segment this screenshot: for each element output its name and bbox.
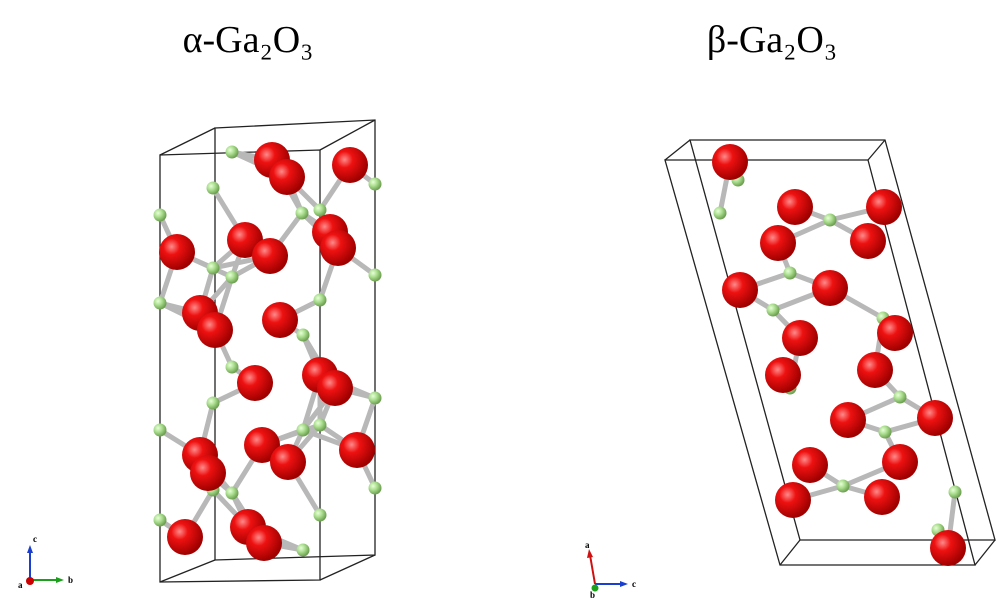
axis-label: c — [632, 579, 636, 589]
axis-label: a — [585, 540, 590, 550]
o-atom — [812, 270, 848, 306]
ga-atom — [837, 480, 850, 493]
o-atom — [882, 444, 918, 480]
panel-title: α-Ga₂O₃ — [183, 19, 314, 61]
unit-cell — [160, 120, 375, 582]
ga-atom — [369, 392, 382, 405]
o-atom — [760, 225, 796, 261]
o-atom — [722, 272, 758, 308]
ga-atom — [154, 514, 167, 527]
o-atom — [159, 234, 195, 270]
o-atom — [857, 352, 893, 388]
ga-atom — [226, 146, 239, 159]
o-atom — [930, 530, 966, 566]
ga-atom — [154, 297, 167, 310]
o-atom — [270, 444, 306, 480]
o-atom — [252, 238, 288, 274]
ga-atom — [154, 424, 167, 437]
o-atom — [190, 455, 226, 491]
ga-atom — [207, 262, 220, 275]
ga-atom — [226, 361, 239, 374]
ga-atom — [314, 509, 327, 522]
o-atom — [339, 432, 375, 468]
axis-label: b — [590, 590, 595, 600]
ga-atom — [824, 214, 837, 227]
ga-atom — [154, 209, 167, 222]
o-atom — [765, 357, 801, 393]
o-atom — [712, 144, 748, 180]
axis-label: c — [33, 534, 37, 544]
ga-atom — [369, 482, 382, 495]
o-atom — [830, 402, 866, 438]
o-atom — [864, 479, 900, 515]
o-atom — [792, 447, 828, 483]
ga-atom — [369, 269, 382, 282]
o-atom — [167, 519, 203, 555]
o-atom — [317, 370, 353, 406]
ga-atom — [207, 182, 220, 195]
o-atom — [850, 223, 886, 259]
o-atom — [777, 189, 813, 225]
o-atom — [877, 315, 913, 351]
ga-atom — [297, 544, 310, 557]
o-atom — [320, 230, 356, 266]
bonds — [160, 152, 375, 550]
ga-atom — [369, 178, 382, 191]
o-atom — [775, 482, 811, 518]
axis-label: b — [68, 575, 73, 585]
ga-atom — [314, 419, 327, 432]
axis-triad: a c b — [585, 540, 636, 600]
structure-beta — [712, 144, 966, 566]
figure: α-Ga₂O₃ β-Ga₂O₃ c b a a c b — [0, 0, 996, 601]
o-atom — [197, 312, 233, 348]
panel-title: β-Ga₂O₃ — [707, 19, 837, 61]
ga-atom — [226, 271, 239, 284]
ga-atom — [297, 424, 310, 437]
o-atom — [332, 147, 368, 183]
ga-atom — [949, 486, 962, 499]
ga-atom — [879, 426, 892, 439]
o-atom — [917, 400, 953, 436]
ga-atom — [314, 294, 327, 307]
o-atom — [866, 189, 902, 225]
o-atom — [237, 365, 273, 401]
ga-atom — [767, 304, 780, 317]
ga-atom — [296, 207, 309, 220]
ga-atom — [314, 204, 327, 217]
ga-atom — [226, 487, 239, 500]
o-atom — [262, 302, 298, 338]
ga-atom — [714, 207, 727, 220]
unit-cell — [665, 140, 995, 565]
o-atom — [269, 159, 305, 195]
ga-atom — [207, 397, 220, 410]
structure-alpha — [154, 142, 382, 561]
o-atom — [246, 525, 282, 561]
ga-atom — [894, 391, 907, 404]
o-atom — [782, 320, 818, 356]
axis-label: a — [18, 580, 23, 590]
ga-atom — [784, 267, 797, 280]
axis-triad: c b a — [18, 534, 73, 590]
ga-atom — [297, 329, 310, 342]
